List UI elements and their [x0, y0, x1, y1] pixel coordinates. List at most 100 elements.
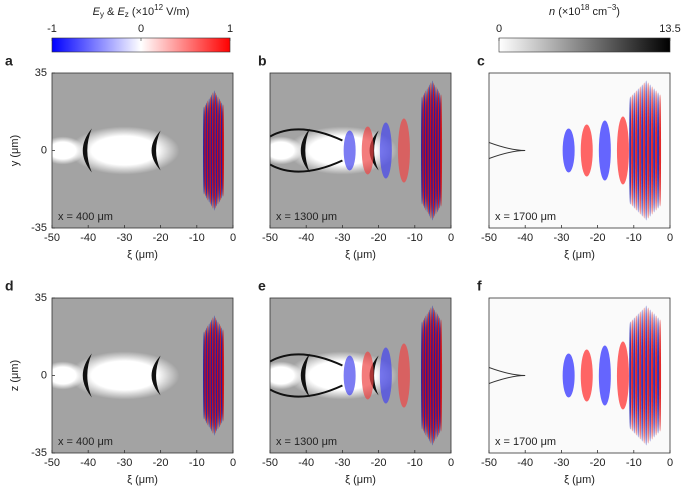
x-tick-label: -30	[553, 232, 569, 244]
x-tick-label: -10	[626, 232, 642, 244]
filament	[270, 353, 343, 398]
wake	[343, 130, 356, 171]
laser-stripe	[633, 317, 636, 434]
bubble	[270, 136, 303, 165]
wake	[616, 341, 629, 410]
laser-stripe	[657, 317, 660, 434]
laser-stripe	[653, 88, 656, 213]
laser-stripe	[659, 319, 662, 432]
x-tick-label: 0	[448, 232, 454, 244]
laser-stripe	[655, 90, 658, 211]
laser-stripe	[645, 80, 648, 221]
x-tick-label: -30	[116, 232, 132, 244]
colorbar-label-part: (×10	[555, 6, 580, 18]
panel: x = 400 μm d -50 -40 -30 -20 -10 0 ξ (μm) -35 0 35 z…	[5, 278, 236, 486]
laser-stripe	[645, 305, 648, 446]
annotation: x = 400 μm	[58, 436, 113, 448]
x-tick-label: -50	[481, 232, 497, 244]
y-tick-label: 0	[41, 144, 47, 156]
annotation: x = 1300 μm	[276, 211, 337, 223]
x-tick-label: -40	[80, 232, 96, 244]
laser-stripe	[641, 84, 644, 217]
laser-stripe	[655, 315, 658, 436]
shell	[151, 355, 161, 396]
x-tick-label: 0	[667, 232, 673, 244]
laser-stripe	[651, 311, 654, 440]
x-tick-label: -10	[189, 457, 205, 469]
x-tick-label: -40	[517, 232, 533, 244]
wake	[379, 347, 392, 404]
laser-stripe	[637, 313, 640, 438]
x-tick-label: -40	[80, 457, 96, 469]
laser-stripe	[647, 82, 650, 219]
panel-letter: a	[5, 53, 13, 69]
colorbar-label-part: 18	[581, 3, 590, 12]
laser-stripe	[643, 82, 646, 219]
colorbar-label-part: V/m)	[163, 6, 189, 18]
shell	[82, 353, 92, 398]
wake	[580, 349, 593, 402]
panel-letter: c	[477, 53, 485, 69]
x-tick-label: -20	[590, 232, 606, 244]
y-axis-label: z (μm)	[9, 360, 21, 391]
panel-letter: d	[5, 278, 14, 294]
colorbar-label-part: y	[100, 10, 104, 19]
laser-stripe	[649, 84, 652, 217]
wake	[361, 351, 374, 400]
frame	[488, 72, 671, 229]
colorbar-label-part: (×10	[129, 6, 154, 18]
laser-stripe	[635, 315, 638, 436]
x-tick-label: -20	[590, 457, 606, 469]
wake	[343, 355, 356, 396]
x-tick-label: -50	[44, 457, 60, 469]
laser-stripe	[629, 321, 632, 430]
laser-stripe	[639, 86, 642, 215]
laser-stripe	[647, 307, 650, 444]
colorbar-label-part: &	[104, 6, 117, 18]
colorbar	[498, 37, 671, 53]
frame	[269, 72, 452, 229]
colorbar-label-part: 12	[154, 3, 163, 12]
colorbar-label-part: )	[616, 6, 620, 18]
x-tick-label: -50	[481, 457, 497, 469]
x-tick-label: 0	[230, 232, 236, 244]
x-tick-label: -20	[371, 457, 387, 469]
laser-stripe	[641, 309, 644, 442]
wake	[598, 345, 611, 406]
annotation: x = 400 μm	[58, 211, 113, 223]
wake	[598, 120, 611, 181]
x-tick-label: -10	[407, 232, 423, 244]
wake	[562, 353, 575, 398]
y-tick-label: -35	[31, 447, 47, 459]
laser-stripe	[440, 94, 443, 207]
wake	[361, 126, 374, 175]
x-tick-label: -50	[262, 457, 278, 469]
bubble	[270, 361, 303, 390]
colorbar-label-part: n	[549, 6, 555, 18]
filament	[489, 142, 526, 159]
x-tick-label: -30	[334, 457, 350, 469]
x-tick-label: -20	[153, 457, 169, 469]
y-tick-label: 35	[35, 67, 47, 79]
wake	[616, 116, 629, 185]
x-tick-label: -20	[153, 232, 169, 244]
x-tick-label: 0	[667, 457, 673, 469]
colorbar-tick-label: -1	[47, 23, 57, 35]
x-tick-label: -30	[334, 232, 350, 244]
panel: x = 1700 μm c -50 -40 -30 -20 -10 0 ξ (μm)	[477, 53, 673, 261]
colorbar-label: Ey & Ez (×1012 V/m)	[93, 3, 190, 19]
laser-stripe	[633, 92, 636, 209]
bubble	[52, 136, 85, 165]
bubble	[69, 351, 180, 400]
wake	[397, 118, 410, 183]
annotation: x = 1700 μm	[495, 211, 556, 223]
wake	[562, 128, 575, 173]
colorbar-tick-label: 0	[496, 23, 502, 35]
frame	[488, 297, 671, 454]
laser-stripe	[637, 88, 640, 213]
wake	[397, 343, 410, 408]
x-axis-label: ξ (μm)	[127, 249, 158, 261]
bubble	[69, 126, 180, 175]
laser-stripe	[659, 94, 662, 207]
colorbar-label-part: cm	[589, 6, 607, 18]
